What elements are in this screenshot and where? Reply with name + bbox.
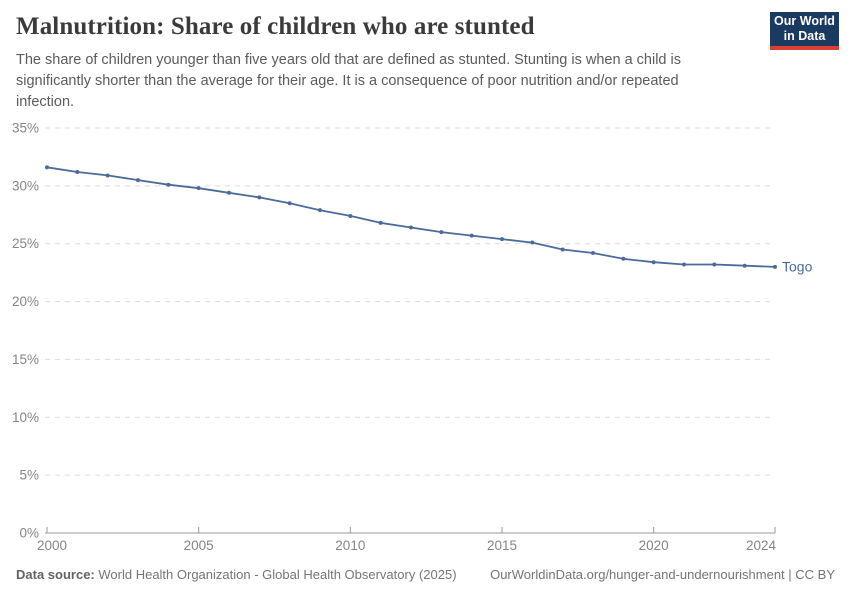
data-point (651, 260, 656, 265)
data-point (166, 182, 171, 187)
data-point (75, 169, 80, 174)
data-point (348, 213, 353, 218)
chart-subtitle: The share of children younger than five … (16, 52, 681, 110)
y-axis-tick-label: 35% (12, 121, 39, 136)
y-axis-tick-label: 0% (19, 526, 39, 541)
data-source-label: Data source: (16, 567, 95, 582)
x-axis-tick-label: 2005 (184, 538, 214, 553)
y-axis-tick-label: 25% (12, 236, 39, 251)
data-point (227, 190, 231, 195)
data-point (439, 230, 444, 235)
data-point (105, 173, 110, 178)
data-point (773, 264, 777, 269)
line-chart: 0% 5% 10% 15% 20% 25% 30% 35% 2000 2005 2010 2015 20… (0, 115, 850, 560)
series-line (46, 166, 776, 268)
x-axis-tick-label: 2024 (746, 538, 777, 553)
data-point (500, 237, 504, 242)
data-point (45, 165, 49, 170)
owid-logo-line1: Our World (774, 14, 835, 28)
x-axis-tick-label: 2000 (37, 538, 67, 553)
data-point (591, 250, 595, 255)
x-axis-tick-label: 2010 (335, 538, 365, 553)
y-axis-tick-label: 10% (12, 410, 39, 425)
data-point (530, 240, 535, 245)
x-axis-tick-label: 2015 (487, 538, 517, 553)
y-axis-tick-label: 20% (12, 294, 39, 309)
series-end-label[interactable]: Togo (782, 258, 813, 274)
data-point (712, 262, 717, 267)
data-point (318, 208, 322, 213)
data-point (409, 225, 413, 230)
attribution-link[interactable]: OurWorldinData.org/hunger-and-undernouri… (490, 567, 835, 582)
owid-logo[interactable]: Our World in Data (770, 12, 839, 50)
data-point (560, 247, 565, 252)
y-axis-tick-label: 30% (12, 178, 39, 193)
data-point (682, 262, 686, 267)
data-source-value: World Health Organization - Global Healt… (98, 567, 457, 582)
x-axis-tick-label: 2020 (639, 538, 669, 553)
chart-footer: Data source: World Health Organization -… (16, 567, 835, 582)
y-axis-tick-label: 15% (12, 352, 39, 367)
owid-logo-line2: in Data (783, 29, 826, 43)
line-chart-svg: 0% 5% 10% 15% 20% 25% 30% 35% 2000 2005 2010 2015 20… (12, 121, 813, 554)
data-source: Data source: World Health Organization -… (16, 567, 457, 582)
data-point (196, 186, 201, 191)
data-point (136, 178, 140, 183)
page-title: Malnutrition: Share of children who are … (16, 13, 535, 40)
y-axis-tick-label: 5% (19, 468, 39, 483)
data-point (287, 201, 292, 206)
data-point (742, 263, 747, 268)
data-point (469, 233, 474, 238)
data-point (257, 195, 262, 200)
data-point (378, 220, 383, 225)
data-point (621, 256, 626, 261)
